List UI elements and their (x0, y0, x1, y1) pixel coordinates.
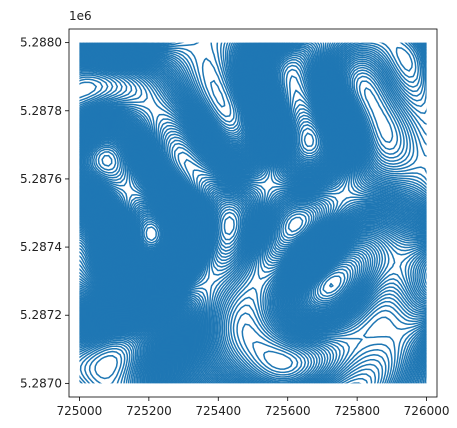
y-axis: 5.2870 5.2872 5.2874 5.2876 5.2878 5.2880 (20, 36, 69, 390)
contour-line (79, 42, 427, 384)
contour-line (145, 226, 157, 242)
y-tick-label: 5.2880 (20, 36, 62, 50)
y-tick-label: 5.2876 (20, 172, 62, 186)
contour-line (79, 335, 140, 384)
contour-line (79, 121, 427, 384)
contour-line (79, 59, 427, 384)
contour-line (79, 330, 146, 384)
contour-line (94, 355, 118, 380)
x-tick-label: 725000 (57, 404, 103, 418)
contour-line (79, 42, 427, 282)
contour-line (79, 320, 158, 384)
x-tick-label: 725800 (334, 404, 380, 418)
contour-line (133, 208, 169, 255)
contour-line (79, 324, 154, 384)
contour-line (79, 47, 427, 384)
contour-line (137, 215, 165, 251)
contour-line (79, 75, 427, 384)
x-tick-label: 725600 (265, 404, 311, 418)
contour-line (79, 44, 427, 384)
contour-line (79, 336, 139, 384)
contour-line (79, 331, 145, 384)
contour-line (141, 221, 161, 246)
contour-line (79, 327, 150, 384)
contour-line (79, 42, 427, 281)
contour-line (79, 325, 153, 384)
contour-line (79, 332, 143, 384)
contour-line (79, 61, 427, 384)
contour-line (79, 343, 131, 384)
contour-line (79, 98, 427, 384)
contour-line (88, 350, 123, 384)
contour-line (79, 326, 151, 384)
contour-line (95, 148, 171, 258)
x-tick-label: 726000 (404, 404, 450, 418)
contour-line (79, 89, 427, 384)
contour-line (79, 339, 135, 384)
contour-line (79, 56, 427, 384)
y-tick-label: 5.2878 (20, 104, 62, 118)
contour-line (97, 151, 171, 257)
contour-line (84, 347, 126, 384)
contour-line (135, 211, 167, 253)
contour-line (79, 117, 427, 384)
contour-line (138, 217, 164, 249)
contour-line (79, 323, 155, 384)
x-tick-label: 725200 (126, 404, 172, 418)
contour-line (79, 328, 149, 384)
contour-line (79, 49, 427, 384)
contour-line (79, 51, 427, 384)
contour-line (79, 329, 148, 384)
x-axis: 725000 725200 725400 725600 725800 726000 (57, 397, 450, 418)
x-tick-label: 725400 (195, 404, 241, 418)
contour-line (79, 42, 427, 384)
axes-frame (68, 28, 438, 398)
contour-line (79, 322, 156, 384)
contour-line (79, 345, 129, 384)
contour-line (79, 42, 427, 384)
y-tick-label: 5.2874 (20, 240, 62, 254)
contour-line (79, 318, 162, 384)
y-tick-label: 5.2872 (20, 308, 62, 322)
y-offset-text: 1e6 (69, 9, 92, 23)
contour-lines (79, 42, 427, 384)
contour-line (79, 333, 142, 384)
contour-line (134, 210, 168, 254)
contour-line (79, 43, 427, 384)
contour-line (79, 321, 157, 384)
contour-line (79, 337, 137, 384)
contour-line (136, 213, 166, 252)
contour-line (79, 320, 160, 384)
contour-line (79, 42, 427, 384)
y-tick-label: 5.2870 (20, 376, 62, 390)
contour-line (143, 223, 160, 244)
contour-line (79, 64, 427, 384)
contour-line (79, 42, 427, 280)
contour-line (93, 42, 172, 259)
contour-line (79, 341, 133, 384)
contour-line (101, 154, 170, 256)
contour-line (140, 219, 163, 248)
